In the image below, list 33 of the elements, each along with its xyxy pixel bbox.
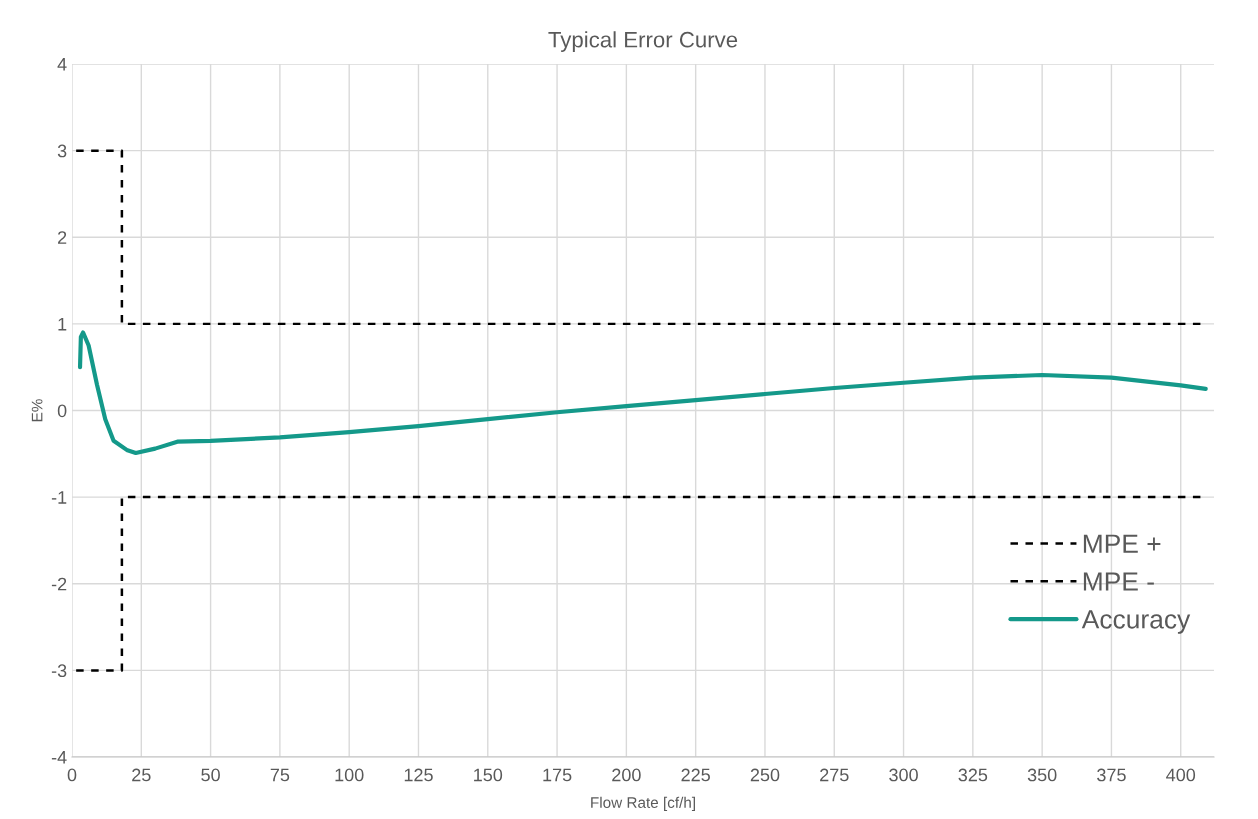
x-tick-label: 375 (1097, 768, 1126, 782)
x-tick-label: 0 (67, 768, 77, 782)
y-tick-label: 3 (57, 144, 67, 158)
x-tick-label: 325 (958, 768, 988, 782)
legend-label: MPE + (1083, 534, 1161, 553)
y-axis-title: E% (31, 399, 43, 422)
chart-title: Typical Error Curve (548, 31, 738, 52)
y-tick-label: -1 (51, 491, 67, 504)
x-tick-label: 350 (1027, 768, 1057, 782)
x-tick-label: 225 (681, 768, 710, 782)
x-tick-label: 25 (132, 768, 151, 782)
y-tick-label: -2 (51, 577, 67, 591)
x-tick-label: 100 (335, 768, 364, 782)
y-tick-label: 1 (58, 318, 67, 331)
x-tick-label: 300 (889, 768, 918, 782)
x-tick-label: 50 (201, 768, 220, 782)
y-tick-label: 4 (57, 58, 67, 71)
legend-label: Accuracy (1081, 610, 1191, 634)
x-tick-label: 250 (750, 768, 780, 782)
x-tick-label: 150 (474, 768, 503, 782)
x-tick-label: 275 (820, 768, 849, 782)
y-tick-label: -4 (51, 751, 67, 764)
x-tick-label: 200 (612, 768, 641, 782)
legend-label: MPE - (1083, 572, 1154, 591)
y-tick-label: 0 (57, 404, 67, 418)
y-tick-label: -3 (51, 664, 67, 678)
x-tick-label: 75 (270, 768, 290, 782)
y-tick-label: 2 (58, 231, 67, 244)
x-tick-label: 400 (1166, 768, 1196, 782)
x-axis-title: Flow Rate [cf/h] (591, 796, 695, 811)
x-tick-label: 175 (543, 768, 572, 782)
x-tick-label: 125 (404, 768, 433, 782)
line-series (77, 330, 1208, 456)
